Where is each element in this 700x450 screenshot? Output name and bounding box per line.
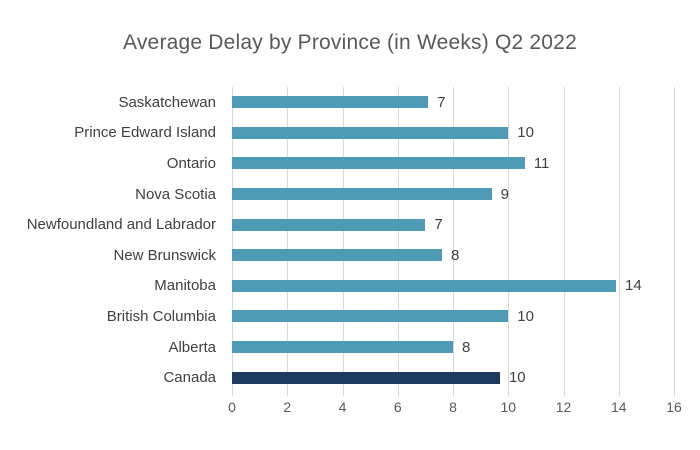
bar <box>232 310 509 323</box>
bar <box>232 188 492 201</box>
bars-layer: 7 10 11 9 7 8 14 10 8 10 <box>232 87 674 393</box>
bar-row: 10 <box>232 301 674 332</box>
data-label: 8 <box>450 246 460 264</box>
data-label: 9 <box>500 185 510 203</box>
gridline <box>674 87 675 396</box>
gridline <box>563 87 565 396</box>
gridline <box>508 87 510 396</box>
data-label: 10 <box>517 307 534 325</box>
category-label: Canada <box>163 369 216 387</box>
bar-row: 9 <box>232 179 674 210</box>
bar-row: 7 <box>232 209 674 240</box>
bar <box>232 371 500 384</box>
bar-row: 14 <box>232 271 674 302</box>
bar <box>232 218 426 231</box>
bar <box>232 249 442 262</box>
bar <box>232 157 525 170</box>
data-label: 10 <box>508 369 526 387</box>
gridline <box>232 87 233 396</box>
plot-area: 7 10 11 9 7 8 14 10 8 10 <box>232 87 675 396</box>
gridline <box>618 87 620 396</box>
category-label: Manitoba <box>154 277 216 295</box>
x-tick-label: 4 <box>338 399 347 415</box>
x-tick-label: 16 <box>666 399 682 415</box>
category-label: Prince Edward Island <box>74 124 216 142</box>
data-label: 7 <box>437 93 446 111</box>
x-axis: 0 2 4 6 8 10 12 14 16 <box>0 399 700 417</box>
data-label: 7 <box>434 216 443 234</box>
bar <box>232 96 429 109</box>
bar-row: 8 <box>232 240 674 271</box>
category-label: Newfoundland and Labrador <box>26 216 216 234</box>
x-tick-label: 10 <box>500 399 517 415</box>
chart-title: Average Delay by Province (in Weeks) Q2 … <box>123 31 577 54</box>
bar-row: 8 <box>232 332 674 363</box>
x-tick-label: 2 <box>283 399 292 415</box>
bar <box>232 341 453 354</box>
category-axis: Saskatchewan Prince Edward Island Ontario N… <box>0 87 216 393</box>
x-tick-label: 12 <box>555 399 572 415</box>
x-tick-label: 0 <box>228 399 236 415</box>
x-tick-label: 6 <box>393 399 402 415</box>
bar <box>232 279 616 292</box>
data-label: 8 <box>462 338 471 356</box>
gridline <box>342 87 344 396</box>
category-label: New Brunswick <box>113 246 216 264</box>
data-label: 14 <box>624 277 642 295</box>
x-tick-label: 8 <box>449 399 457 415</box>
data-label: 11 <box>533 154 550 172</box>
category-label: Ontario <box>166 154 216 172</box>
data-label: 10 <box>517 124 534 142</box>
category-label: British Columbia <box>106 307 216 325</box>
gridline <box>287 87 289 396</box>
gridline <box>397 87 399 396</box>
bar-row: 10 <box>232 118 674 149</box>
category-label: Saskatchewan <box>118 93 216 111</box>
category-label: Alberta <box>168 338 216 356</box>
bar-row: 10 <box>232 362 674 393</box>
bar-row: 7 <box>232 87 674 118</box>
category-label: Nova Scotia <box>135 185 216 203</box>
bar-row: 11 <box>232 148 674 179</box>
bar <box>232 126 509 139</box>
gridline <box>453 87 454 396</box>
x-tick-label: 14 <box>610 399 627 415</box>
